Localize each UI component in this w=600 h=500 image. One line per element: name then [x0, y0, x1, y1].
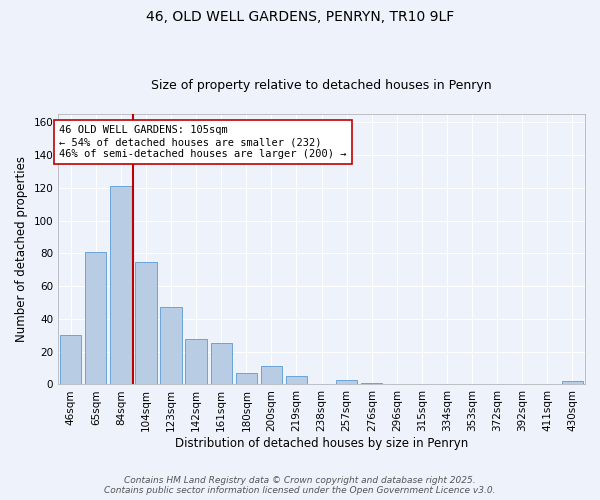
- Title: Size of property relative to detached houses in Penryn: Size of property relative to detached ho…: [151, 79, 492, 92]
- X-axis label: Distribution of detached houses by size in Penryn: Distribution of detached houses by size …: [175, 437, 468, 450]
- Bar: [361, 383, 382, 384]
- Bar: [185, 338, 207, 384]
- Y-axis label: Number of detached properties: Number of detached properties: [15, 156, 28, 342]
- Bar: [562, 381, 583, 384]
- Bar: [211, 344, 232, 384]
- Text: Contains HM Land Registry data © Crown copyright and database right 2025.
Contai: Contains HM Land Registry data © Crown c…: [104, 476, 496, 495]
- Bar: [160, 308, 182, 384]
- Bar: [136, 262, 157, 384]
- Bar: [85, 252, 106, 384]
- Bar: [236, 373, 257, 384]
- Bar: [261, 366, 282, 384]
- Bar: [336, 380, 358, 384]
- Bar: [110, 186, 131, 384]
- Text: 46, OLD WELL GARDENS, PENRYN, TR10 9LF: 46, OLD WELL GARDENS, PENRYN, TR10 9LF: [146, 10, 454, 24]
- Text: 46 OLD WELL GARDENS: 105sqm
← 54% of detached houses are smaller (232)
46% of se: 46 OLD WELL GARDENS: 105sqm ← 54% of det…: [59, 126, 347, 158]
- Bar: [286, 376, 307, 384]
- Bar: [60, 336, 82, 384]
